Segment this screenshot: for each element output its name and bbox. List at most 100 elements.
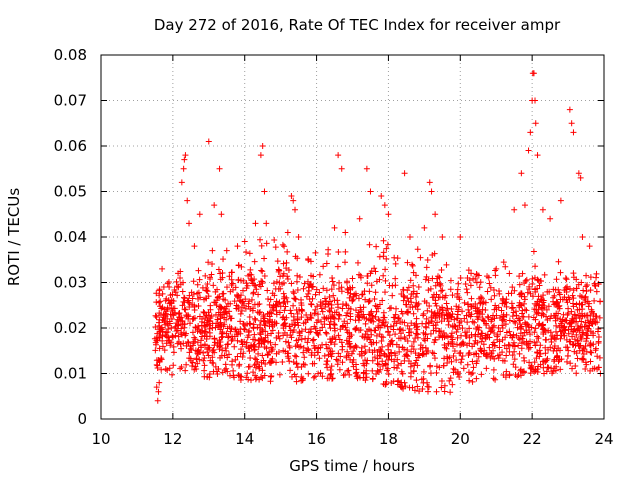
data-point xyxy=(248,344,255,351)
data-point xyxy=(421,298,428,305)
data-point xyxy=(542,350,549,357)
data-point xyxy=(423,264,430,271)
data-point xyxy=(201,367,208,374)
data-point xyxy=(327,325,334,332)
data-point xyxy=(255,291,262,298)
data-point xyxy=(324,364,331,371)
data-point xyxy=(193,355,200,362)
data-point xyxy=(210,282,217,289)
data-point xyxy=(419,344,426,351)
data-point xyxy=(182,306,189,313)
data-point xyxy=(447,286,454,293)
data-point xyxy=(516,299,523,306)
data-point xyxy=(272,341,279,348)
data-point xyxy=(220,290,227,297)
data-point xyxy=(414,331,421,338)
data-point xyxy=(453,315,460,322)
data-point xyxy=(400,327,407,334)
data-point xyxy=(448,305,455,312)
data-point xyxy=(188,346,195,353)
data-point xyxy=(226,273,233,280)
data-point xyxy=(231,343,238,350)
data-point xyxy=(154,397,161,404)
data-point xyxy=(228,325,235,332)
data-point xyxy=(447,389,454,396)
data-point xyxy=(268,373,275,380)
data-point xyxy=(592,345,599,352)
data-point xyxy=(560,311,567,318)
data-point xyxy=(206,325,213,332)
data-point xyxy=(294,310,301,317)
data-point xyxy=(573,276,580,283)
data-point xyxy=(280,313,287,320)
data-point xyxy=(236,362,243,369)
data-point xyxy=(373,278,380,285)
data-point xyxy=(300,349,307,356)
data-point xyxy=(494,336,501,343)
data-point xyxy=(584,332,591,339)
data-point xyxy=(534,152,541,159)
data-point xyxy=(203,336,210,343)
data-point xyxy=(204,288,211,295)
data-point xyxy=(287,307,294,314)
data-point xyxy=(312,291,319,298)
data-point xyxy=(408,329,415,336)
data-point xyxy=(234,243,241,250)
data-point xyxy=(547,329,554,336)
data-point xyxy=(316,355,323,362)
data-point xyxy=(342,229,349,236)
data-point xyxy=(412,350,419,357)
data-point xyxy=(299,308,306,315)
data-point xyxy=(468,371,475,378)
data-point xyxy=(372,313,379,320)
data-point xyxy=(590,332,597,339)
data-point xyxy=(527,370,534,377)
data-point xyxy=(528,362,535,369)
data-point xyxy=(484,331,491,338)
data-point xyxy=(547,215,554,222)
data-point xyxy=(425,277,432,284)
data-point xyxy=(197,294,204,301)
data-point xyxy=(465,351,472,358)
data-point xyxy=(404,353,411,360)
data-point xyxy=(458,332,465,339)
data-point xyxy=(433,388,440,395)
data-point xyxy=(165,279,172,286)
data-point xyxy=(521,369,528,376)
data-point xyxy=(388,349,395,356)
data-point xyxy=(465,267,472,274)
data-point xyxy=(175,333,182,340)
data-point xyxy=(512,319,519,326)
data-point xyxy=(303,347,310,354)
data-point xyxy=(247,355,254,362)
data-point xyxy=(581,346,588,353)
data-point xyxy=(427,362,434,369)
data-point xyxy=(186,220,193,227)
data-point xyxy=(175,322,182,329)
data-point xyxy=(259,143,266,149)
data-point xyxy=(204,280,211,287)
data-point xyxy=(359,291,366,298)
data-point xyxy=(579,301,586,308)
data-point xyxy=(189,329,196,336)
data-point xyxy=(579,356,586,363)
data-point xyxy=(329,278,336,285)
data-point xyxy=(381,351,388,358)
data-point xyxy=(450,365,457,372)
data-point xyxy=(357,374,364,381)
data-point xyxy=(500,316,507,323)
data-point xyxy=(329,311,336,318)
data-point xyxy=(512,371,519,378)
y-tick-label: 0.06 xyxy=(54,137,87,155)
data-point xyxy=(555,286,562,293)
data-point xyxy=(339,301,346,308)
data-point xyxy=(394,315,401,322)
data-point xyxy=(448,314,455,321)
data-point xyxy=(192,336,199,343)
data-point xyxy=(303,293,310,300)
data-point xyxy=(321,321,328,328)
data-point xyxy=(154,362,161,369)
data-point xyxy=(287,367,294,374)
data-point xyxy=(466,334,473,341)
data-point xyxy=(362,357,369,364)
